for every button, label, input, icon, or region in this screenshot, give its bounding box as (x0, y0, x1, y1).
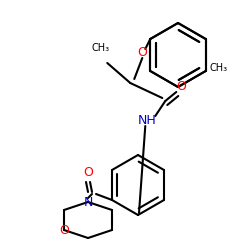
Text: O: O (176, 80, 186, 92)
Text: CH₃: CH₃ (91, 43, 109, 53)
Text: N: N (83, 196, 93, 208)
Text: O: O (137, 46, 147, 60)
Text: NH: NH (138, 114, 157, 128)
Text: O: O (59, 224, 69, 236)
Text: CH₃: CH₃ (210, 63, 228, 73)
Text: O: O (83, 166, 93, 179)
